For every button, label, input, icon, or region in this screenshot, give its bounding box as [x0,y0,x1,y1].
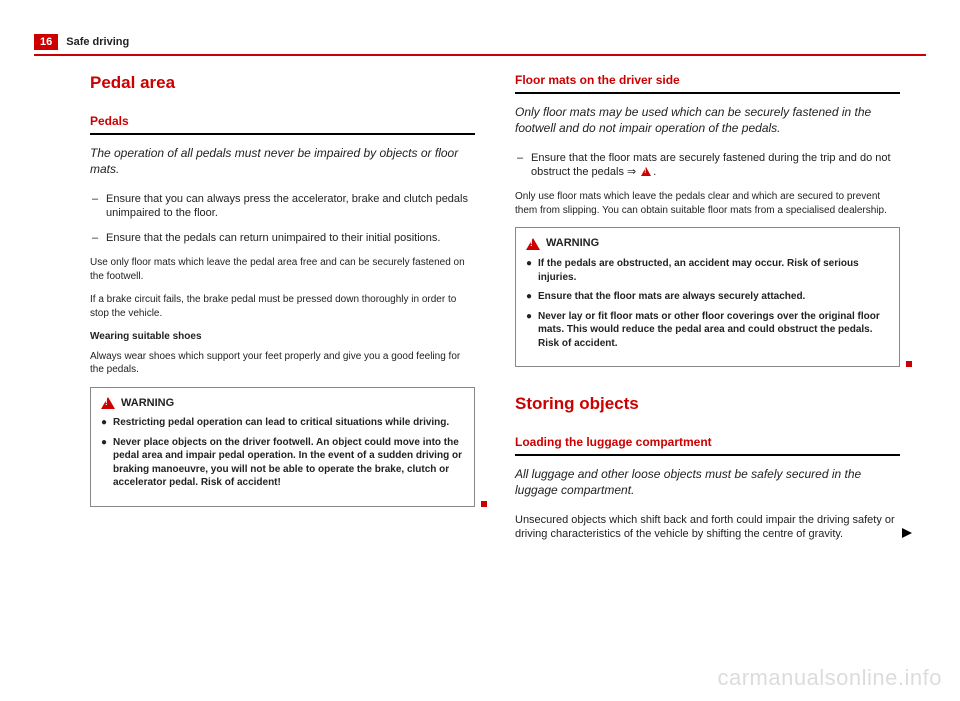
warning-box: ! WARNING ●If the pedals are obstructed,… [515,227,900,367]
body-text: Only use floor mats which leave the peda… [515,190,900,217]
bold-subheading: Wearing suitable shoes [90,330,475,344]
warning-item: ●Never place objects on the driver footw… [101,436,464,490]
body-text: Use only floor mats which leave the peda… [90,256,475,283]
list-text: Ensure that you can always press the acc… [106,192,475,222]
warning-item: ●Never lay or fit floor mats or other fl… [526,310,889,351]
heading-pedal-area: Pedal area [90,72,475,95]
page-number: 16 [34,34,58,50]
section-title: Safe driving [66,36,129,48]
content-columns: Pedal area Pedals The operation of all p… [90,72,900,671]
inline-warning-icon [641,167,651,176]
continuation-arrow-icon [902,528,912,538]
subheading-loading: Loading the luggage compartment [515,434,900,456]
manual-page: 16 Safe driving Pedal area Pedals The op… [0,0,960,701]
body-text: Always wear shoes which support your fee… [90,350,475,377]
lead-text: Only floor mats may be used which can be… [515,104,900,136]
lead-text: All luggage and other loose objects must… [515,466,900,498]
subheading-pedals: Pedals [90,113,475,135]
section-end-icon [906,361,912,367]
watermark: carmanualsonline.info [717,665,942,691]
warning-header: ! WARNING [101,396,464,411]
warning-item: ●Restricting pedal operation can lead to… [101,416,464,430]
subheading-floor-mats: Floor mats on the driver side [515,72,900,94]
body-text: Unsecured objects which shift back and f… [515,513,900,543]
list-item: – Ensure that you can always press the a… [90,192,475,222]
warning-box: ! WARNING ●Restricting pedal operation c… [90,387,475,507]
body-text: If a brake circuit fails, the brake peda… [90,293,475,320]
warning-triangle-icon: ! [526,238,540,250]
header-rule [34,54,926,56]
dash-icon: – [517,151,531,181]
warning-box-wrapper: ! WARNING ●If the pedals are obstructed,… [515,227,900,367]
warning-header: ! WARNING [526,236,889,251]
dash-icon: – [92,192,106,222]
warning-label: WARNING [546,236,599,251]
page-header: 16 Safe driving [34,34,129,50]
list-text: Ensure that the pedals can return unimpa… [106,231,475,246]
warning-item: ●Ensure that the floor mats are always s… [526,290,889,304]
heading-storing-objects: Storing objects [515,393,900,416]
list-item: – Ensure that the floor mats are securel… [515,151,900,181]
section-end-icon [481,501,487,507]
warning-item: ●If the pedals are obstructed, an accide… [526,257,889,284]
left-column: Pedal area Pedals The operation of all p… [90,72,475,671]
dash-icon: – [92,231,106,246]
warning-triangle-icon: ! [101,397,115,409]
list-text: Ensure that the floor mats are securely … [531,151,900,181]
warning-box-wrapper: ! WARNING ●Restricting pedal operation c… [90,387,475,507]
right-column: Floor mats on the driver side Only floor… [515,72,900,671]
warning-label: WARNING [121,396,174,411]
lead-text: The operation of all pedals must never b… [90,145,475,177]
list-item: – Ensure that the pedals can return unim… [90,231,475,246]
